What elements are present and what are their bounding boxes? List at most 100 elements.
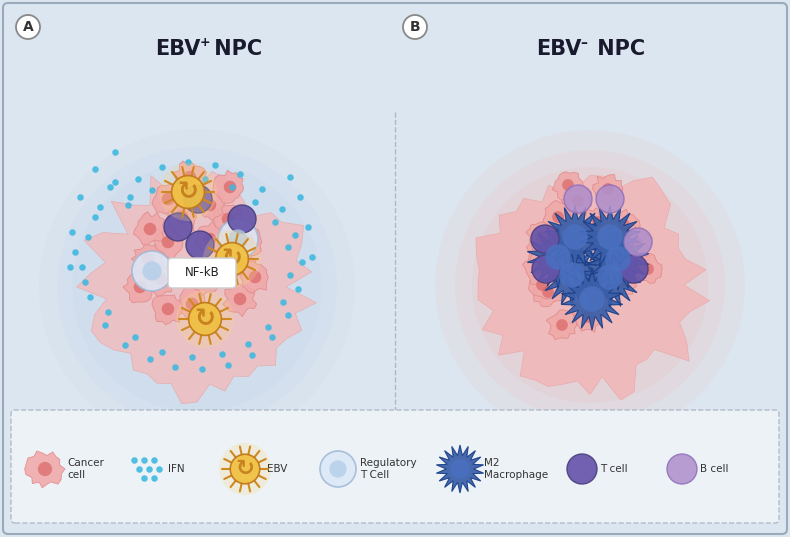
Point (306, 253, 318, 262)
Circle shape (567, 454, 597, 484)
Point (282, 311, 295, 320)
Polygon shape (175, 287, 206, 320)
Circle shape (582, 311, 594, 323)
Point (196, 365, 209, 373)
Circle shape (184, 185, 212, 213)
Point (256, 185, 269, 193)
Point (216, 350, 228, 358)
Circle shape (208, 258, 236, 286)
Point (294, 193, 307, 201)
Polygon shape (541, 244, 603, 306)
Polygon shape (195, 221, 226, 253)
Circle shape (162, 303, 175, 315)
Polygon shape (223, 284, 257, 317)
Point (143, 465, 156, 473)
Circle shape (542, 286, 554, 298)
Polygon shape (526, 222, 555, 252)
Point (269, 217, 281, 226)
Circle shape (162, 193, 175, 205)
Point (169, 362, 182, 371)
Polygon shape (526, 238, 557, 266)
Polygon shape (191, 262, 222, 296)
Circle shape (605, 246, 630, 272)
Circle shape (572, 231, 584, 243)
Circle shape (592, 291, 604, 303)
Polygon shape (533, 275, 562, 307)
Point (171, 177, 184, 185)
Polygon shape (213, 205, 246, 234)
Polygon shape (174, 161, 207, 191)
Text: IFN: IFN (168, 464, 185, 474)
Polygon shape (546, 310, 577, 340)
Circle shape (184, 171, 196, 183)
Circle shape (39, 129, 355, 445)
Circle shape (450, 459, 470, 479)
Point (234, 170, 246, 178)
Polygon shape (634, 253, 662, 284)
Polygon shape (231, 228, 261, 256)
Circle shape (154, 273, 167, 285)
Circle shape (134, 281, 146, 293)
Circle shape (204, 199, 216, 211)
Point (79, 278, 92, 286)
FancyBboxPatch shape (168, 258, 236, 288)
Point (109, 148, 122, 156)
Circle shape (579, 286, 604, 312)
Point (209, 161, 221, 169)
Point (88, 213, 101, 221)
Point (102, 308, 115, 316)
Text: A: A (23, 20, 33, 34)
Circle shape (532, 255, 560, 283)
Text: ↻: ↻ (178, 180, 198, 204)
Polygon shape (598, 229, 628, 257)
Circle shape (403, 15, 427, 39)
Point (133, 465, 145, 473)
Polygon shape (543, 200, 573, 231)
Point (137, 456, 150, 465)
Point (222, 361, 235, 369)
Circle shape (562, 179, 574, 191)
Circle shape (596, 185, 624, 213)
Polygon shape (24, 451, 65, 488)
Point (144, 355, 156, 364)
Point (84, 293, 96, 301)
Circle shape (667, 454, 697, 484)
Polygon shape (436, 445, 483, 493)
Circle shape (231, 255, 244, 267)
Circle shape (562, 224, 588, 250)
Polygon shape (562, 185, 592, 216)
Text: +: + (200, 37, 211, 49)
Circle shape (608, 236, 620, 248)
Circle shape (164, 213, 192, 241)
Circle shape (224, 180, 236, 193)
Point (109, 178, 122, 186)
Circle shape (216, 243, 248, 275)
Point (249, 198, 261, 206)
Polygon shape (131, 242, 165, 277)
Point (186, 353, 198, 361)
Point (295, 258, 308, 266)
Point (288, 231, 301, 240)
Text: EBV: EBV (155, 39, 201, 59)
Point (152, 465, 165, 473)
Point (242, 340, 254, 349)
Point (284, 173, 296, 182)
Polygon shape (77, 171, 316, 404)
Polygon shape (522, 254, 554, 285)
Circle shape (159, 163, 217, 221)
Polygon shape (584, 282, 612, 313)
Text: Regulatory
T Cell: Regulatory T Cell (360, 458, 416, 480)
Point (64, 263, 77, 271)
FancyBboxPatch shape (11, 410, 779, 523)
Polygon shape (167, 199, 197, 233)
Text: –: – (580, 36, 587, 50)
Polygon shape (213, 170, 243, 204)
Point (302, 223, 314, 231)
Circle shape (242, 236, 254, 248)
Circle shape (630, 259, 642, 271)
Polygon shape (574, 301, 604, 332)
Circle shape (132, 251, 172, 291)
Point (276, 205, 288, 213)
Polygon shape (606, 267, 637, 295)
Text: B cell: B cell (700, 464, 728, 474)
